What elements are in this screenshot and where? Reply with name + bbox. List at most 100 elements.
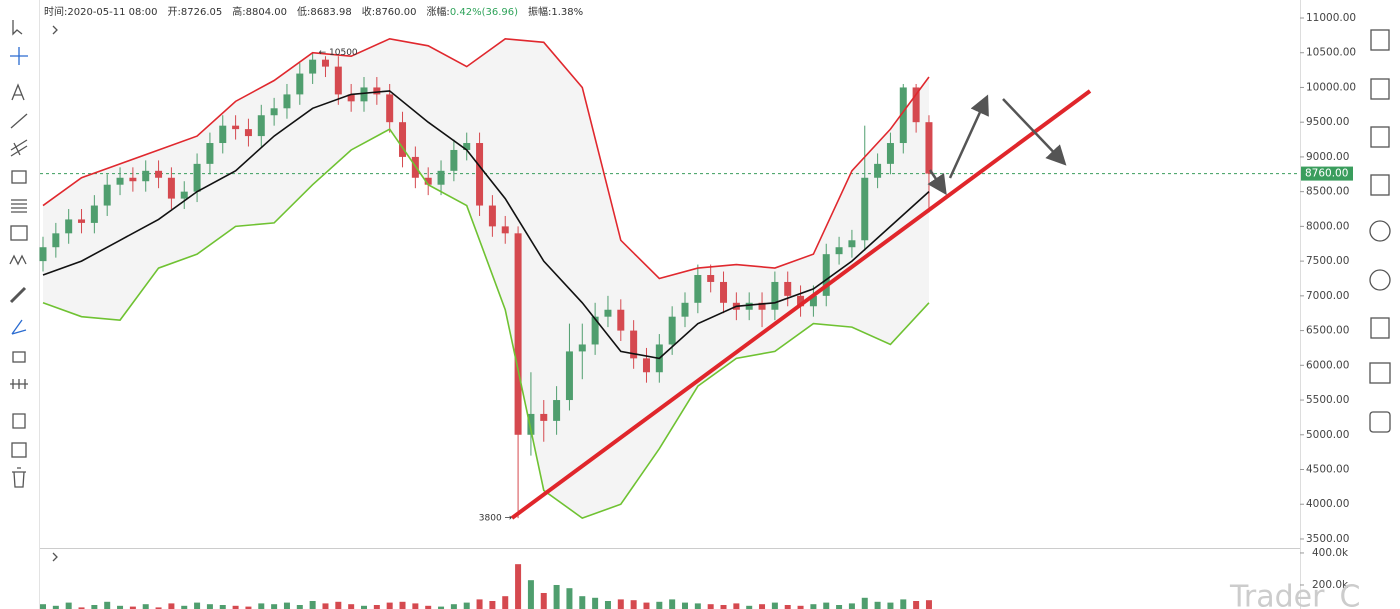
arrow	[1002, 98, 1067, 166]
brush-tool[interactable]	[11, 319, 27, 335]
collapse-arrow[interactable]	[52, 552, 58, 562]
y-tick-label: 8000.00	[1306, 220, 1349, 232]
volume-bar	[566, 588, 573, 609]
volume-bar	[720, 604, 727, 609]
y-tick-label: 4500.00	[1306, 464, 1349, 476]
volume-bar	[117, 605, 124, 609]
candle-body	[270, 108, 278, 116]
volume-bar	[797, 605, 804, 609]
candle-body	[65, 219, 73, 234]
tool-icon[interactable]	[1370, 317, 1390, 339]
bookmark-tool[interactable]	[12, 413, 26, 429]
volume-bar	[540, 592, 547, 609]
pointer-tool[interactable]	[12, 20, 23, 36]
candle-body	[463, 143, 471, 150]
candle-body	[540, 413, 548, 421]
volume-bar	[669, 599, 676, 609]
candle-body	[912, 87, 920, 123]
header-label: 振幅:	[528, 5, 551, 18]
volume-bar	[707, 604, 714, 609]
lock-tool[interactable]	[12, 351, 26, 363]
header-value: 8760.00	[375, 7, 416, 18]
grid-tool[interactable]	[10, 225, 28, 241]
tool-icon[interactable]	[1370, 126, 1390, 148]
volume-bar	[592, 597, 599, 609]
volume-bar	[245, 606, 252, 609]
candle-body	[758, 302, 766, 310]
candle-body	[707, 275, 715, 282]
volume-bar	[168, 603, 175, 609]
candle-body	[257, 115, 265, 137]
band-line	[42, 90, 930, 360]
volume-bar	[219, 604, 226, 609]
last-price-box	[1301, 166, 1353, 181]
cross-tool[interactable]	[10, 47, 28, 65]
volume-bar	[399, 601, 406, 609]
volume-bar	[91, 604, 98, 609]
collapse-arrow[interactable]	[52, 25, 58, 35]
volume-bar	[348, 604, 355, 609]
candle-body	[142, 170, 150, 182]
header-value: 2020-05-11 08:00	[67, 7, 157, 18]
arrow	[948, 94, 989, 179]
band-fill	[43, 38, 929, 519]
y-tick-label: 5500.00	[1306, 394, 1349, 406]
magnet-tool[interactable]	[10, 379, 28, 389]
fib-tool[interactable]	[11, 199, 27, 213]
candle-body	[642, 358, 650, 373]
candle-body	[591, 316, 599, 345]
text-tool[interactable]	[11, 83, 25, 101]
tool-icon[interactable]	[1370, 29, 1390, 51]
volume-bar	[258, 603, 265, 609]
delete-tool[interactable]	[12, 467, 26, 488]
candle-body	[784, 281, 792, 296]
tool-icon[interactable]	[1369, 269, 1391, 291]
volume-bar	[412, 603, 419, 609]
volume-bar	[206, 604, 213, 609]
ohlc-header: 时间:2020-05-11 08:00 开:8726.05 高:8804.00 低:8…	[44, 5, 583, 18]
volume-bar	[296, 604, 303, 609]
candle-body	[155, 170, 163, 178]
y-tick-label: 9500.00	[1306, 116, 1349, 128]
rect-tool[interactable]	[11, 170, 27, 184]
volume-bar	[527, 580, 534, 609]
volume-bar	[52, 605, 59, 609]
tool-icon[interactable]	[1369, 411, 1391, 433]
candle-body	[52, 233, 60, 248]
candle-body	[553, 400, 561, 421]
volume-bar	[40, 604, 46, 609]
candle-body	[450, 149, 458, 171]
template-tool[interactable]	[11, 442, 27, 458]
candle-body	[925, 122, 933, 174]
header-value: 0.42%(36.96)	[450, 7, 518, 18]
candle-body	[424, 177, 432, 185]
volume-bar	[181, 605, 188, 609]
right-toolbar	[1362, 0, 1400, 609]
candle-body	[771, 281, 779, 310]
y-tick-label: 6000.00	[1306, 359, 1349, 371]
volume-bar	[283, 602, 290, 609]
candle-body	[809, 295, 817, 307]
wave-tool[interactable]	[9, 254, 27, 266]
volume-bar	[810, 604, 817, 609]
annotation: 3800 →	[479, 514, 513, 524]
candle-body	[373, 87, 381, 95]
plot: 11000.00 10500.00 10000.00 9500.00 9000.00 85…	[39, 12, 1356, 609]
candle-body	[617, 309, 625, 331]
tool-icon[interactable]	[1370, 174, 1390, 196]
tool-icon[interactable]	[1369, 362, 1391, 384]
volume-bar	[438, 606, 445, 609]
candle-body	[848, 240, 856, 248]
channel-tool[interactable]	[10, 139, 28, 157]
ruler-tool[interactable]	[9, 286, 27, 304]
header-label: 高:	[232, 5, 245, 18]
candle-body	[309, 59, 317, 74]
line-tool[interactable]	[10, 113, 28, 129]
candle-body	[835, 247, 843, 255]
volume-bar	[373, 604, 380, 609]
tool-icon[interactable]	[1370, 78, 1390, 100]
volume-bar	[104, 601, 111, 609]
candle-body	[437, 170, 445, 185]
candle-body	[822, 254, 830, 296]
tool-icon[interactable]	[1369, 220, 1391, 242]
